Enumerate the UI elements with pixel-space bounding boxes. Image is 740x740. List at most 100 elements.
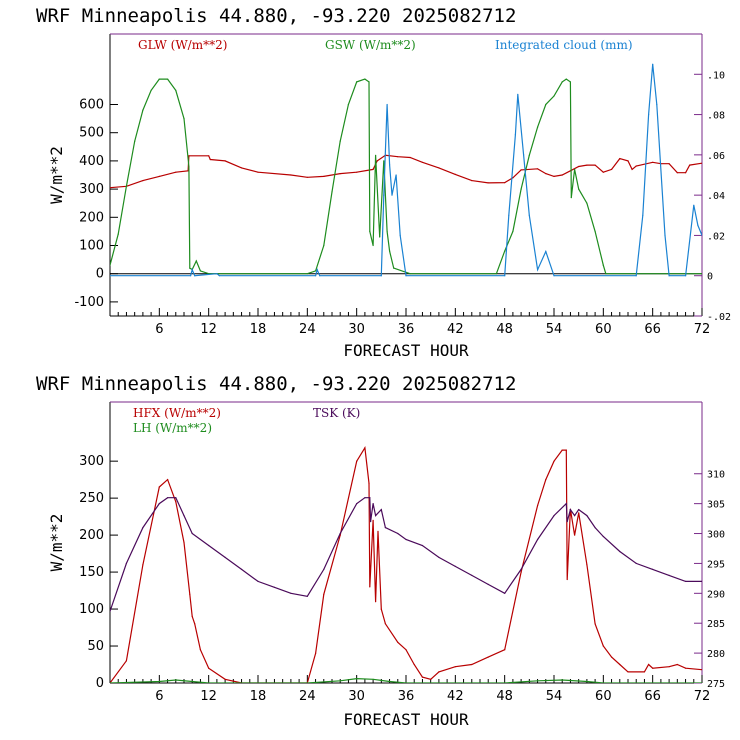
data-point xyxy=(652,161,654,163)
data-point xyxy=(566,578,568,581)
data-point xyxy=(689,164,691,166)
data-point xyxy=(504,275,506,277)
data-point xyxy=(409,273,411,275)
data-point xyxy=(175,89,177,91)
data-point xyxy=(421,161,423,163)
y-tick-label: 50 xyxy=(87,639,104,654)
y2-tick-label: .02 xyxy=(707,231,725,242)
data-point xyxy=(570,197,572,199)
x-tick-label: 6 xyxy=(155,689,163,704)
data-point xyxy=(528,214,530,216)
y-tick-label: 300 xyxy=(79,182,104,197)
data-point xyxy=(183,118,185,120)
chart-panel-1: WRF Minneapolis 44.880, -93.220 20250827… xyxy=(36,5,731,360)
data-point xyxy=(565,503,567,505)
data-point xyxy=(364,497,366,499)
x-tick-label: 18 xyxy=(250,689,267,704)
x-tick-label: 60 xyxy=(595,689,612,704)
data-point xyxy=(697,224,699,226)
data-point xyxy=(605,273,607,275)
data-point xyxy=(110,187,111,189)
data-point xyxy=(454,565,456,568)
y-tick-label: 400 xyxy=(79,154,104,169)
data-point xyxy=(391,194,393,196)
data-point xyxy=(224,678,226,680)
data-point xyxy=(369,586,371,588)
data-point xyxy=(561,679,563,681)
legend-entry: TSK (K) xyxy=(313,406,360,420)
data-point xyxy=(208,682,210,683)
data-point xyxy=(512,230,514,232)
y2-tick-label: 280 xyxy=(707,649,725,660)
data-point xyxy=(553,515,555,517)
data-point xyxy=(399,234,401,236)
data-point xyxy=(306,273,308,275)
data-point xyxy=(504,649,506,651)
data-point xyxy=(487,656,489,658)
data-point xyxy=(438,671,440,673)
y2-tick-label: 300 xyxy=(707,530,725,541)
data-point xyxy=(701,682,702,683)
data-point xyxy=(561,174,563,176)
data-point xyxy=(643,671,646,673)
legend-entry: GLW (W/m**2) xyxy=(138,38,227,52)
data-point xyxy=(383,194,385,196)
data-point xyxy=(631,168,633,170)
data-point xyxy=(150,89,152,91)
data-point xyxy=(376,160,378,162)
data-point xyxy=(393,267,395,269)
x-tick-label: 12 xyxy=(200,689,217,704)
data-point xyxy=(537,269,539,271)
x-tick-label: 6 xyxy=(155,322,163,337)
data-point xyxy=(495,273,497,275)
data-point xyxy=(635,562,637,565)
data-point xyxy=(306,176,308,178)
data-point xyxy=(372,678,374,680)
data-point xyxy=(189,593,191,595)
data-point xyxy=(191,680,193,683)
data-point xyxy=(648,663,650,666)
data-point xyxy=(578,188,580,190)
data-point xyxy=(195,260,197,262)
data-point xyxy=(487,182,489,184)
data-point xyxy=(566,521,568,523)
y-tick-label: 250 xyxy=(79,491,104,506)
data-point xyxy=(676,663,678,666)
data-point xyxy=(372,168,374,170)
data-point xyxy=(471,574,473,577)
data-point xyxy=(188,155,190,157)
data-point xyxy=(405,538,407,541)
data-point xyxy=(380,509,382,511)
data-point xyxy=(379,236,381,238)
data-point xyxy=(537,126,539,128)
data-point xyxy=(471,180,473,182)
data-point xyxy=(520,169,522,171)
data-point xyxy=(331,191,333,193)
data-point xyxy=(323,593,325,595)
data-point xyxy=(454,173,456,175)
y2-tick-label: 305 xyxy=(707,500,725,511)
y2-tick-label: .06 xyxy=(707,151,725,162)
data-point xyxy=(504,592,506,594)
data-point xyxy=(569,509,572,511)
data-point xyxy=(685,172,687,174)
data-point xyxy=(273,586,275,588)
data-point xyxy=(188,165,190,168)
data-point xyxy=(586,564,588,566)
data-point xyxy=(561,81,563,83)
data-point xyxy=(512,177,514,179)
data-point xyxy=(668,275,670,277)
x-tick-label: 66 xyxy=(644,322,661,337)
data-point xyxy=(323,568,325,571)
data-point xyxy=(369,497,371,499)
data-point xyxy=(241,568,243,571)
x-tick-label: 36 xyxy=(398,689,415,704)
data-point xyxy=(586,515,588,517)
legend-entry: Integrated cloud (mm) xyxy=(495,38,633,52)
data-point xyxy=(586,202,588,204)
data-point xyxy=(158,175,160,177)
data-point xyxy=(257,171,259,173)
x-tick-label: 48 xyxy=(496,689,513,704)
x-tick-label: 54 xyxy=(546,322,563,337)
x-tick-label: 42 xyxy=(447,689,464,704)
